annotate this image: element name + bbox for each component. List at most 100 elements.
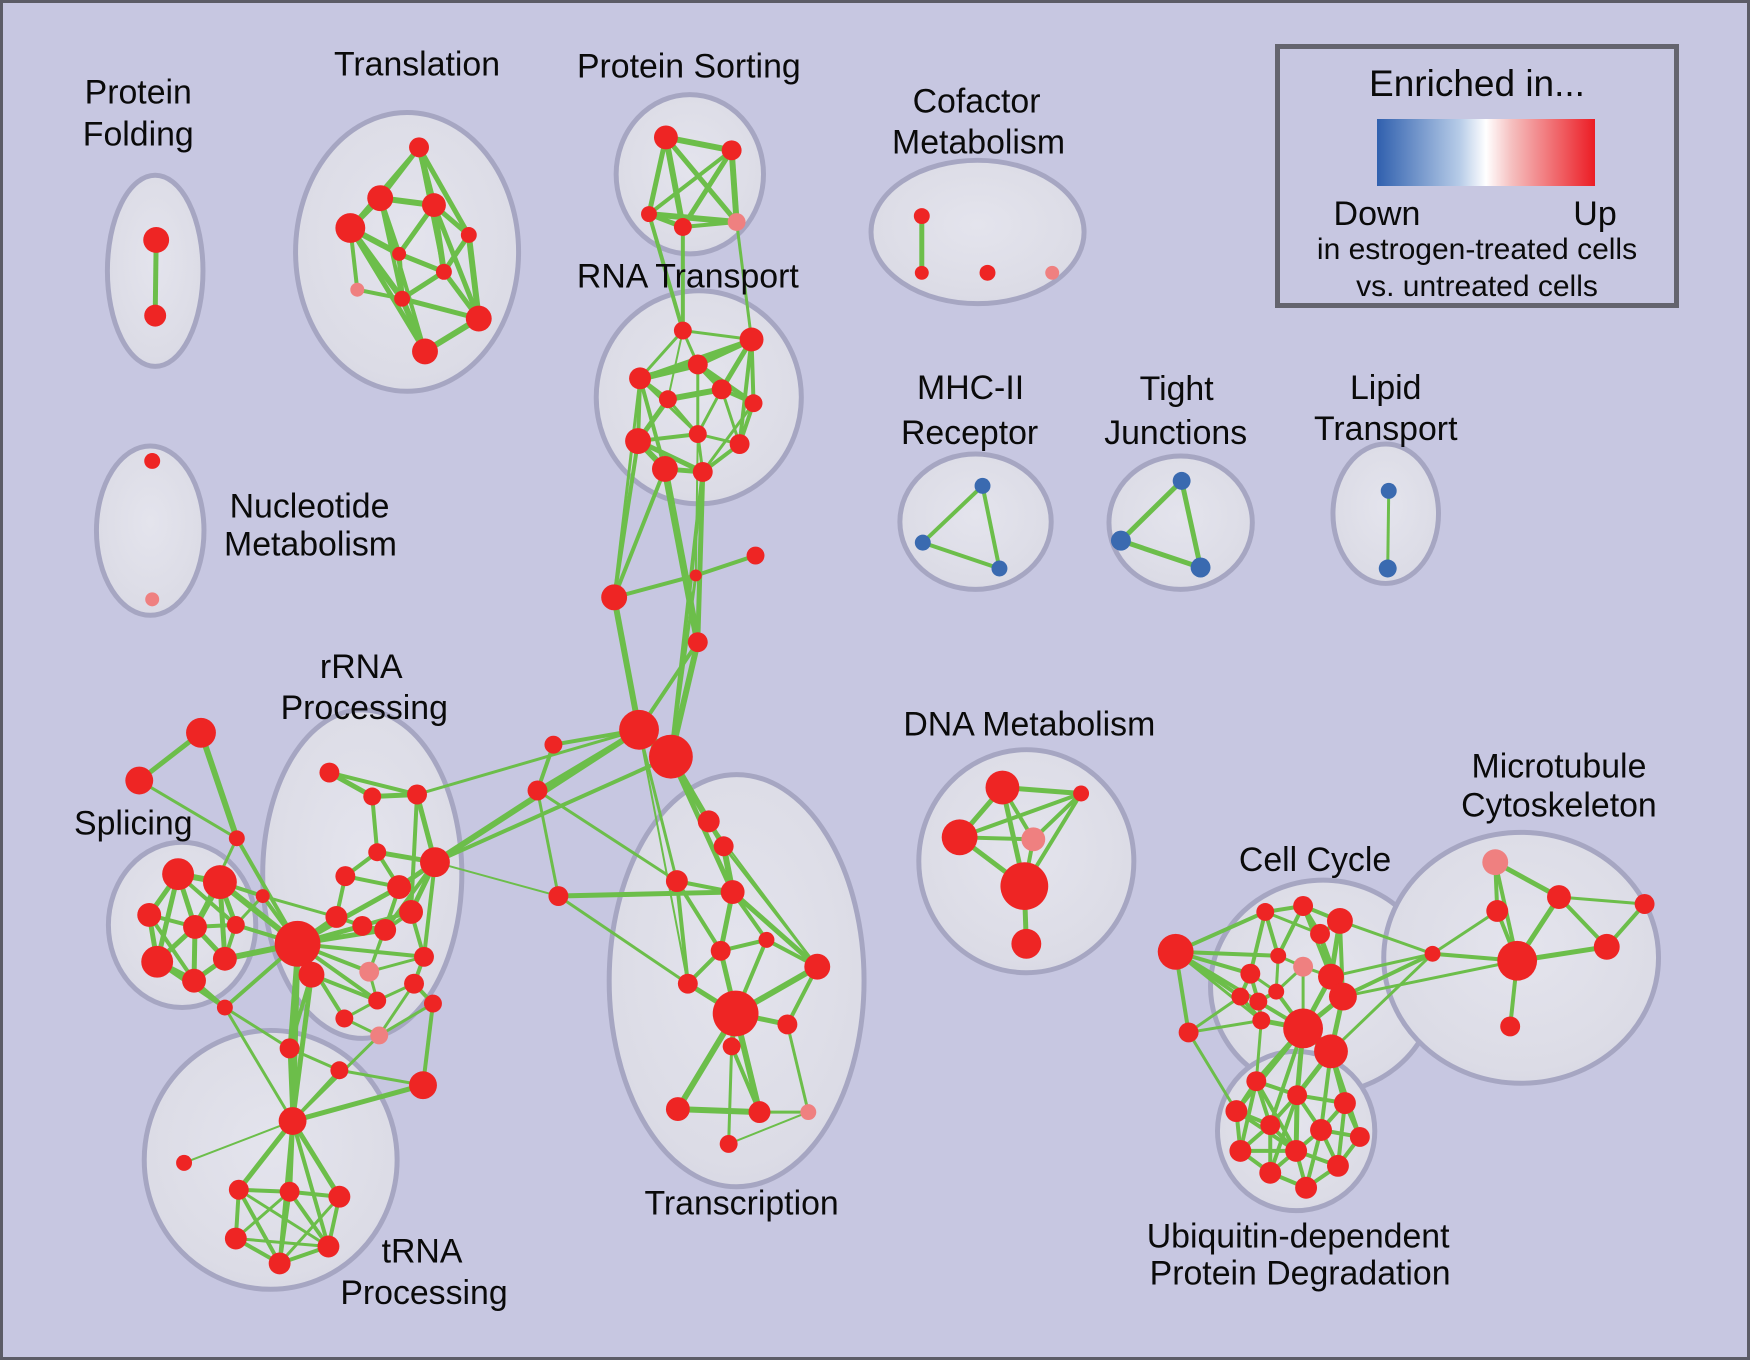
edge bbox=[1188, 1019, 1262, 1034]
edge bbox=[416, 146, 471, 237]
gene-set-node bbox=[368, 991, 387, 1010]
gene-set-node bbox=[255, 889, 270, 904]
gene-set-node bbox=[651, 455, 678, 482]
edge bbox=[290, 1120, 331, 1248]
edge bbox=[647, 148, 733, 216]
gene-set-node bbox=[979, 264, 996, 281]
edge bbox=[611, 596, 642, 731]
edge bbox=[223, 1006, 294, 1122]
cluster-label: Splicing bbox=[74, 804, 192, 842]
gene-set-node bbox=[137, 903, 162, 927]
edge bbox=[183, 1120, 293, 1164]
gene-set-node bbox=[985, 770, 1020, 805]
gene-set-node bbox=[216, 999, 233, 1016]
gene-set-node bbox=[423, 994, 442, 1013]
edge bbox=[674, 880, 690, 984]
edge bbox=[664, 135, 739, 224]
gene-set-node bbox=[1293, 896, 1314, 916]
edge bbox=[785, 1024, 810, 1113]
gene-set-node bbox=[183, 914, 207, 939]
edge bbox=[557, 894, 689, 985]
gene-set-node bbox=[1310, 923, 1330, 944]
gene-set-node bbox=[420, 847, 450, 878]
edge bbox=[378, 197, 427, 353]
cluster-label: Translation bbox=[334, 46, 500, 84]
cluster-label: Folding bbox=[83, 115, 194, 153]
edge bbox=[1174, 950, 1263, 1022]
gene-set-node bbox=[370, 1026, 389, 1045]
gene-set-node bbox=[601, 584, 628, 611]
gene-set-node bbox=[1246, 1071, 1267, 1092]
edge bbox=[224, 1006, 291, 1050]
gene-set-node bbox=[1497, 940, 1538, 981]
gene-set-node bbox=[804, 953, 831, 980]
cluster-label: Nucleotide bbox=[230, 488, 390, 526]
gene-set-node bbox=[279, 1181, 300, 1202]
edge bbox=[675, 880, 723, 952]
gene-set-node bbox=[1328, 982, 1357, 1011]
edge bbox=[1342, 959, 1518, 999]
gene-set-node bbox=[653, 125, 678, 150]
gene-set-node bbox=[1310, 1119, 1332, 1141]
gene-set-node bbox=[1231, 987, 1250, 1006]
edge bbox=[735, 221, 754, 340]
edge bbox=[680, 149, 734, 229]
gene-set-node bbox=[465, 305, 492, 332]
legend-box: Enriched in... Down Up in estrogen-treat… bbox=[1275, 44, 1679, 308]
gene-set-node bbox=[649, 734, 693, 779]
cluster-label: Transcription bbox=[644, 1185, 838, 1223]
gene-set-node bbox=[713, 836, 734, 857]
gene-set-node bbox=[1634, 894, 1655, 914]
edge bbox=[236, 1119, 295, 1192]
edge bbox=[662, 136, 686, 228]
gene-set-node bbox=[1287, 1085, 1308, 1106]
gene-set-node bbox=[1190, 557, 1211, 578]
edge bbox=[416, 728, 640, 796]
edge bbox=[694, 434, 699, 576]
gene-set-node bbox=[544, 735, 563, 754]
gene-set-node bbox=[435, 263, 452, 280]
cluster-label: Cofactor bbox=[913, 82, 1041, 120]
gene-set-node bbox=[182, 968, 206, 993]
edge bbox=[612, 468, 667, 599]
gene-set-node bbox=[720, 880, 745, 905]
gene-set-node bbox=[394, 290, 411, 307]
cluster-label: Microtubule bbox=[1472, 748, 1647, 786]
edge bbox=[536, 790, 560, 897]
gene-set-node bbox=[1045, 265, 1060, 280]
gene-set-node bbox=[143, 227, 170, 253]
edge bbox=[1268, 1094, 1300, 1174]
edge bbox=[1248, 911, 1268, 975]
gene-set-node bbox=[374, 918, 397, 941]
gene-set-node bbox=[687, 354, 708, 375]
gene-set-node bbox=[317, 1235, 340, 1258]
gene-set-node bbox=[1349, 1127, 1370, 1147]
cluster-label: Lipid bbox=[1350, 369, 1421, 407]
gene-set-node bbox=[941, 819, 978, 856]
gene-set-node bbox=[1424, 945, 1441, 962]
edge bbox=[290, 1119, 342, 1199]
gene-set-node bbox=[991, 560, 1008, 577]
gene-set-node bbox=[1178, 1022, 1199, 1043]
gene-set-node bbox=[399, 900, 424, 924]
gene-set-node bbox=[711, 379, 732, 400]
gene-set-node bbox=[665, 870, 688, 893]
cluster-label: Processing bbox=[281, 689, 448, 727]
gene-set-node bbox=[1229, 1139, 1252, 1162]
edge bbox=[637, 729, 679, 882]
edge bbox=[287, 1190, 331, 1248]
edge bbox=[237, 1188, 282, 1265]
gene-set-node bbox=[422, 193, 446, 218]
gene-set-node bbox=[186, 717, 216, 748]
edge bbox=[1330, 952, 1433, 979]
gene-set-node bbox=[729, 434, 750, 455]
legend-gradient-bar bbox=[1377, 119, 1595, 186]
gene-set-node bbox=[689, 569, 702, 582]
edge bbox=[613, 573, 697, 600]
gene-set-node bbox=[748, 1101, 771, 1124]
edge bbox=[401, 296, 480, 322]
gene-set-node bbox=[974, 477, 991, 494]
cluster-label: rRNA bbox=[320, 648, 403, 686]
gene-set-node bbox=[641, 206, 657, 223]
gene-set-node bbox=[914, 534, 931, 551]
